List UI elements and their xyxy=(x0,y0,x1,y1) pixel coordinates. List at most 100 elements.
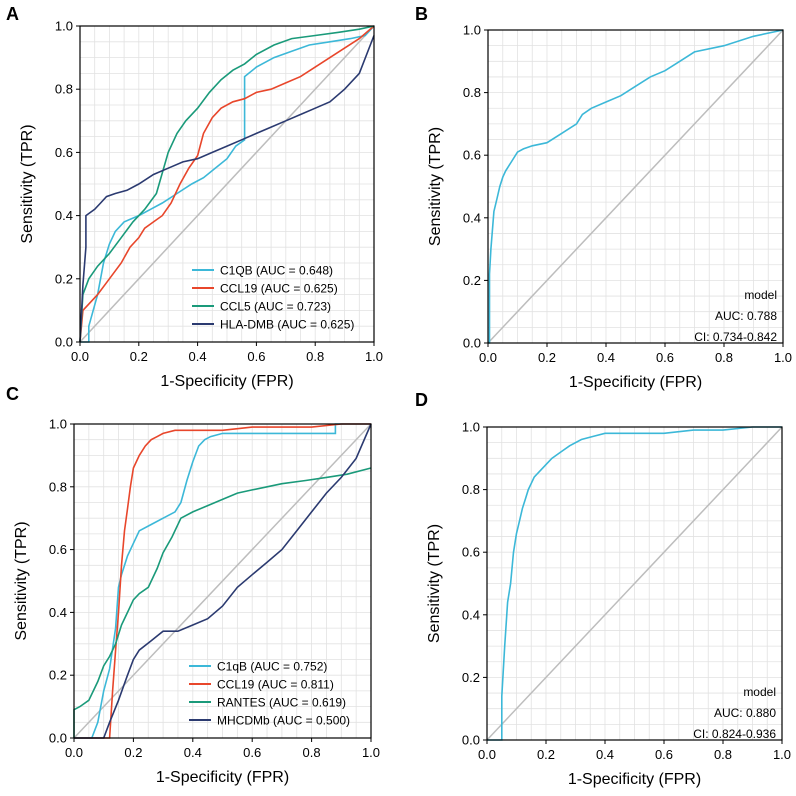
legend-entry: MHCDMb (AUC = 0.500) xyxy=(217,714,350,728)
y-tick-label: 0.2 xyxy=(463,273,481,288)
roc-curve-rantes xyxy=(73,467,372,738)
y-tick-label: 0.8 xyxy=(49,479,67,494)
gridlines xyxy=(73,423,372,739)
y-tick-label: 0.4 xyxy=(55,208,73,223)
model-annotation: model AUC: 0.788 CI: 0.734-0.842 xyxy=(694,288,777,344)
x-tick-label: 0.4 xyxy=(597,350,615,365)
roc-curve-hla-dmb xyxy=(79,35,375,343)
panel-c: C 0.0 0.2 0.4 0.6 0.8 1.0 0.0 0.2 0.4 0.6 0.8 1.0 1-S… xyxy=(6,384,380,786)
x-tick-label: 1.0 xyxy=(365,349,383,364)
roc-curve-ccl19 xyxy=(74,423,371,739)
roc-curve-model xyxy=(488,29,784,344)
x-tick-label: 0.4 xyxy=(184,745,202,760)
annotation-ci: CI: 0.824-0.936 xyxy=(693,727,776,741)
roc-curve-ccl5 xyxy=(79,25,375,343)
x-tick-label: 0.6 xyxy=(247,349,265,364)
annotation-model: model xyxy=(743,685,776,699)
y-tick-label: 1.0 xyxy=(55,19,73,34)
x-tick-label: 0.4 xyxy=(189,349,207,364)
y-tick-label: 0.8 xyxy=(463,85,481,100)
y-tick-label: 0.6 xyxy=(463,148,481,163)
model-annotation: model AUC: 0.880 CI: 0.824-0.936 xyxy=(693,685,776,741)
annotation-ci: CI: 0.734-0.842 xyxy=(694,330,777,344)
y-tick-label: 1.0 xyxy=(49,417,67,432)
x-tick-label: 1.0 xyxy=(774,350,792,365)
panel-a: A 0.0 0.2 0.4 0.6 0.8 1.0 0.0 0.2 0.4 0.6 0.8 1.0 1-S… xyxy=(6,4,383,390)
panel-d: D 0.0 0.2 0.4 0.6 0.8 1.0 0.0 0.2 0.4 0.6 0.8 1.0 1-S… xyxy=(415,390,791,788)
x-tick-label: 0.2 xyxy=(538,350,556,365)
annotation-model: model xyxy=(744,288,777,302)
x-tick-label: 0.0 xyxy=(479,350,497,365)
annotation-auc: AUC: 0.788 xyxy=(715,309,777,323)
y-tick-label: 0.8 xyxy=(55,82,73,97)
roc-curve-c1qb xyxy=(74,423,371,739)
y-tick-label: 0.0 xyxy=(462,733,480,748)
roc-curve-model xyxy=(487,426,782,741)
plot-frame xyxy=(487,29,784,344)
x-axis-title: 1-Specificity (FPR) xyxy=(569,374,702,391)
y-axis-title: Sensitivity (TPR) xyxy=(13,521,30,640)
panel-label-b: B xyxy=(415,4,428,24)
legend: C1QB (AUC = 0.648) CCL19 (AUC = 0.625) CCL… xyxy=(192,264,354,332)
y-tick-label: 0.2 xyxy=(49,668,67,683)
y-tick-label: 0.0 xyxy=(49,731,67,746)
x-tick-label: 1.0 xyxy=(362,745,380,760)
y-tick-label: 0.0 xyxy=(463,336,481,351)
roc-curve-ccl19 xyxy=(79,25,375,343)
legend-entry: HLA-DMB (AUC = 0.625) xyxy=(220,318,354,332)
panel-label-c: C xyxy=(6,384,19,404)
reference-diagonal xyxy=(486,426,783,741)
roc-curve-mhcdmb xyxy=(74,423,372,739)
x-tick-label: 0.6 xyxy=(655,747,673,762)
ticks: 0.0 0.2 0.4 0.6 0.8 1.0 0.0 0.2 0.4 0.6 0.8 1.0 xyxy=(55,19,383,365)
reference-diagonal xyxy=(79,25,375,343)
x-tick-label: 0.0 xyxy=(65,745,83,760)
y-tick-label: 0.0 xyxy=(55,335,73,350)
y-tick-label: 0.6 xyxy=(462,545,480,560)
x-tick-label: 0.8 xyxy=(303,745,321,760)
y-tick-label: 0.2 xyxy=(55,271,73,286)
x-tick-label: 0.2 xyxy=(124,745,142,760)
y-tick-label: 0.6 xyxy=(49,542,67,557)
ticks: 0.0 0.2 0.4 0.6 0.8 1.0 0.0 0.2 0.4 0.6 0.8 1.0 xyxy=(462,420,791,763)
x-tick-label: 0.0 xyxy=(478,747,496,762)
y-tick-label: 0.6 xyxy=(55,145,73,160)
ticks: 0.0 0.2 0.4 0.6 0.8 1.0 0.0 0.2 0.4 0.6 0.8 1.0 xyxy=(463,23,792,366)
x-axis-title: 1-Specificity (FPR) xyxy=(156,769,289,786)
x-tick-label: 0.6 xyxy=(243,745,261,760)
ticks: 0.0 0.2 0.4 0.6 0.8 1.0 0.0 0.2 0.4 0.6 0.8 1.0 xyxy=(49,417,380,761)
legend: C1qB (AUC = 0.752) CCL19 (AUC = 0.811) RAN… xyxy=(189,660,350,728)
legend-entry: RANTES (AUC = 0.619) xyxy=(217,696,346,710)
y-tick-label: 0.4 xyxy=(463,210,481,225)
y-tick-label: 0.4 xyxy=(462,607,480,622)
reference-diagonal xyxy=(487,29,784,344)
y-tick-label: 1.0 xyxy=(463,23,481,38)
y-tick-label: 1.0 xyxy=(462,420,480,435)
y-tick-label: 0.2 xyxy=(462,670,480,685)
x-tick-label: 0.8 xyxy=(306,349,324,364)
x-tick-label: 0.2 xyxy=(130,349,148,364)
x-tick-label: 0.6 xyxy=(656,350,674,365)
x-tick-label: 0.2 xyxy=(537,747,555,762)
plot-frame xyxy=(486,426,783,741)
legend-entry: C1QB (AUC = 0.648) xyxy=(220,264,333,278)
y-tick-label: 0.8 xyxy=(462,482,480,497)
legend-entry: C1qB (AUC = 0.752) xyxy=(217,660,327,674)
plot-frame xyxy=(73,423,372,739)
legend-entry: CCL19 (AUC = 0.625) xyxy=(220,282,338,296)
x-tick-label: 0.4 xyxy=(596,747,614,762)
plot-frame xyxy=(79,25,375,343)
y-tick-label: 0.4 xyxy=(49,605,67,620)
y-axis-title: Sensitivity (TPR) xyxy=(427,127,444,246)
legend-entry: CCL5 (AUC = 0.723) xyxy=(220,300,331,314)
legend-entry: CCL19 (AUC = 0.811) xyxy=(217,678,334,692)
y-axis-title: Sensitivity (TPR) xyxy=(426,524,443,643)
x-axis-title: 1-Specificity (FPR) xyxy=(160,373,293,390)
x-tick-label: 0.8 xyxy=(715,350,733,365)
x-tick-label: 1.0 xyxy=(773,747,791,762)
annotation-auc: AUC: 0.880 xyxy=(714,706,776,720)
x-axis-title: 1-Specificity (FPR) xyxy=(568,771,701,788)
x-tick-label: 0.8 xyxy=(714,747,732,762)
y-axis-title: Sensitivity (TPR) xyxy=(19,124,36,243)
